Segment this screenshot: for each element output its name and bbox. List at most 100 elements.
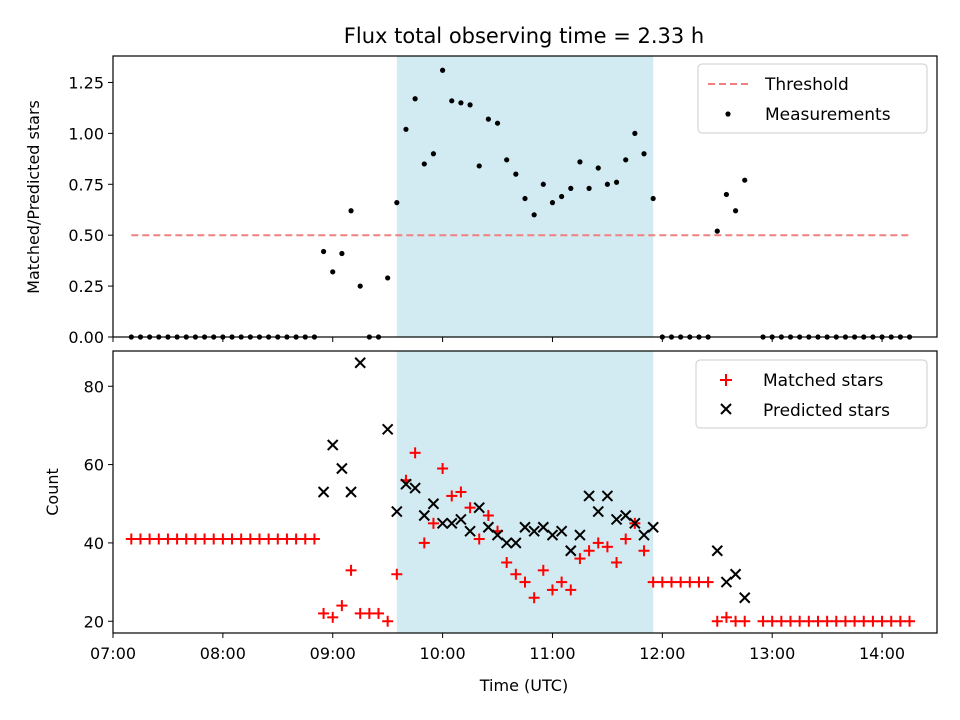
bottom-x-tick-label: 11:00 <box>529 644 575 663</box>
matched-stars-point <box>720 611 732 623</box>
matched-stars-point <box>556 576 568 588</box>
predicted-stars-point <box>601 490 614 502</box>
matched-stars-point <box>473 533 485 545</box>
top-y-tick-label: 0.50 <box>68 226 104 245</box>
predicted-stars-point <box>336 462 348 475</box>
matched-stars-point <box>546 584 558 596</box>
measurement-point <box>320 248 327 255</box>
measurement-point <box>641 151 647 157</box>
measurement-point <box>513 171 519 177</box>
predicted-stars-point <box>427 498 440 510</box>
measurement-point <box>440 67 446 73</box>
predicted-stars-point <box>327 439 339 451</box>
predicted-stars-point <box>546 529 559 541</box>
matched-legend-marker <box>720 374 732 386</box>
measurement-point <box>586 185 592 191</box>
measurement-point <box>403 126 409 132</box>
predicted-stars-point <box>464 525 476 537</box>
matched-stars-point <box>446 490 458 502</box>
predicted-stars-point <box>620 509 632 522</box>
matched-stars-point <box>528 592 540 604</box>
matched-stars-point <box>409 447 421 459</box>
measurement-point <box>632 130 638 136</box>
predicted-stars-point <box>473 501 485 514</box>
top-axes-frame <box>112 55 938 338</box>
measurement-point <box>623 157 629 163</box>
predicted-stars-point <box>510 537 522 549</box>
predicted-stars-point <box>629 517 641 530</box>
predicted-legend-label: Predicted stars <box>763 401 890 421</box>
predicted-stars-point <box>739 592 751 604</box>
bottom-legend-box <box>695 359 928 429</box>
measurement-point <box>412 96 418 102</box>
measurement-point <box>540 181 546 187</box>
bottom-y-tick-label: 40 <box>84 534 104 553</box>
predicted-stars-point <box>317 486 330 498</box>
measurement-point <box>568 185 574 191</box>
measurement-point <box>357 283 363 289</box>
predicted-stars-point <box>500 537 513 549</box>
top-y-tick-label: 0.25 <box>68 277 104 296</box>
measurement-point <box>394 200 400 206</box>
top-y-tick-label: 1.00 <box>68 124 104 143</box>
bottom-x-tick-label: 07:00 <box>90 644 136 663</box>
bottom-y-tick-label: 80 <box>84 377 104 396</box>
matched-stars-point <box>437 463 449 474</box>
top-y-tick-label: 0.75 <box>68 175 104 194</box>
predicted-stars-point <box>720 576 733 588</box>
matched-stars-point <box>565 584 577 596</box>
top-y-axis-label: Matched/Predicted stars <box>24 100 43 294</box>
measurement-point <box>604 181 611 187</box>
bottom-y-tick-label: 20 <box>84 612 104 631</box>
predicted-stars-point <box>354 357 366 369</box>
measurement-point <box>577 159 583 165</box>
matched-stars-point <box>427 517 439 529</box>
bottom-x-tick-label: 14:00 <box>859 644 905 663</box>
measurement-point <box>732 208 739 214</box>
bottom-panel: 20 40 60 80 07:00 08:00 09:00 10:00 11:00 12:00 1… <box>43 350 938 695</box>
bottom-x-tick-label: 08:00 <box>200 644 246 663</box>
bottom-x-tick-label: 09:00 <box>310 644 356 663</box>
predicted-stars-point <box>345 486 357 498</box>
matched-stars-point <box>739 615 751 627</box>
matched-stars-point <box>318 607 330 619</box>
measurement-point <box>430 151 437 157</box>
matched-stars-point <box>638 545 650 557</box>
predicted-stars-point <box>592 505 604 518</box>
measurement-point <box>723 191 730 198</box>
matched-stars-point <box>308 533 320 545</box>
top-y-axis: 0.00 0.25 0.50 0.75 1.00 1.25 <box>68 73 113 347</box>
matched-stars-point <box>501 557 513 568</box>
measurement-point <box>485 116 491 122</box>
matched-stars-point <box>519 576 531 588</box>
top-title: Flux total observing time = 2.33 h <box>344 24 704 48</box>
matched-legend-label: Matched stars <box>763 371 883 391</box>
bottom-axes-frame <box>112 350 938 634</box>
matched-stars-point <box>455 486 467 498</box>
matched-stars-point <box>711 615 723 627</box>
measurement-point <box>549 200 556 206</box>
top-legend: Threshold Measurements <box>697 63 928 134</box>
measurement-point <box>330 269 336 275</box>
predicted-stars-point <box>491 529 504 541</box>
predicted-stars-point <box>729 568 742 580</box>
bottom-legend: Matched stars Predicted stars <box>695 359 928 429</box>
predicted-stars-point <box>583 490 595 502</box>
threshold-legend-label: Threshold <box>764 75 849 95</box>
predicted-stars-point <box>418 509 430 522</box>
measurement-point <box>504 157 510 163</box>
bottom-x-tick-label: 13:00 <box>749 644 795 663</box>
measurement-point <box>559 193 565 200</box>
predicted-stars-point <box>565 545 577 557</box>
predicted-stars-point <box>638 529 650 541</box>
predicted-stars-point <box>647 521 659 533</box>
predicted-stars-point <box>400 478 412 490</box>
predicted-stars-point <box>482 521 495 533</box>
top-y-tick-label: 1.25 <box>68 73 104 92</box>
measurement-point <box>595 165 601 171</box>
bottom-x-axis-label: Time (UTC) <box>479 676 568 695</box>
matched-stars-point <box>336 600 348 612</box>
matched-stars-point <box>418 537 430 549</box>
measurement-point <box>458 100 464 106</box>
